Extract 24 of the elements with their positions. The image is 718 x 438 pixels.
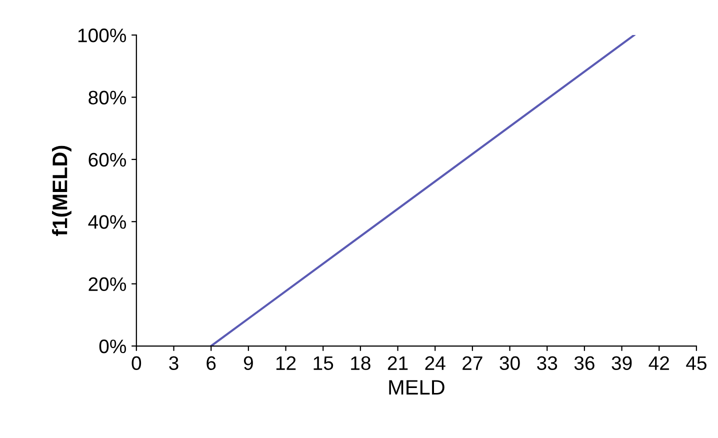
- x-tick-label: 3: [169, 356, 178, 370]
- y-tick-label: 40%: [88, 215, 126, 229]
- y-tick-label: 100%: [78, 28, 126, 42]
- x-tick-label: 21: [388, 356, 408, 370]
- x-tick-label: 12: [276, 356, 296, 370]
- x-tick-label: 45: [686, 356, 706, 370]
- x-tick-label: 6: [206, 356, 216, 370]
- y-tick-label: 80%: [88, 90, 126, 104]
- y-tick-label: 20%: [88, 277, 126, 292]
- x-tick-label: 15: [314, 356, 334, 370]
- y-tick-label: 0%: [99, 339, 126, 354]
- x-tick-label: 18: [351, 356, 370, 370]
- x-tick-label: 33: [537, 356, 558, 370]
- x-tick-label: 42: [648, 356, 669, 370]
- y-tick-label: 60%: [88, 152, 126, 167]
- x-tick-label: 30: [500, 356, 520, 370]
- x-axis-title: MELD: [389, 380, 444, 395]
- x-tick-label: 0: [132, 356, 142, 370]
- x-tick-label: 9: [244, 356, 253, 370]
- y-axis-title: f1(MELD): [52, 146, 72, 236]
- x-tick-label: 36: [574, 356, 594, 370]
- x-tick-label: 24: [425, 356, 446, 370]
- x-tick-label: 39: [612, 356, 632, 370]
- x-tick-label: 27: [462, 356, 482, 370]
